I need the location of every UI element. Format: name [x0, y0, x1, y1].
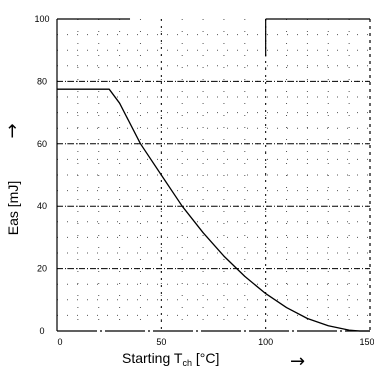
x-axis-arrow: →: [290, 351, 305, 372]
x-axis-label: Starting Tch [°C]: [122, 350, 219, 368]
axes: [56, 18, 371, 332]
series-line: [57, 88, 370, 332]
series: [57, 88, 370, 332]
y-tick-label: 40: [37, 201, 47, 211]
y-axis-label: Eas [mJ]: [5, 181, 21, 235]
x-axis-label-unit: [°C]: [192, 350, 219, 366]
x-tick-label: 150: [359, 337, 374, 347]
y-tick-label: 80: [37, 76, 47, 86]
y-tick-label: 20: [37, 264, 47, 274]
y-tick-label: 0: [39, 326, 44, 336]
x-axis-label-sub: ch: [182, 358, 192, 368]
grid: [57, 19, 370, 331]
tick-labels: 0 20 40 60 80 100 0 50 100 150: [34, 14, 374, 347]
x-tick-label: 50: [156, 337, 166, 347]
x-tick-label: 100: [258, 337, 273, 347]
x-tick-label: 0: [57, 337, 62, 347]
y-tick-label: 100: [34, 14, 49, 24]
y-axis-arrow: →: [2, 123, 23, 138]
x-axis-label-main: Starting T: [122, 350, 183, 366]
y-tick-label: 60: [37, 139, 47, 149]
